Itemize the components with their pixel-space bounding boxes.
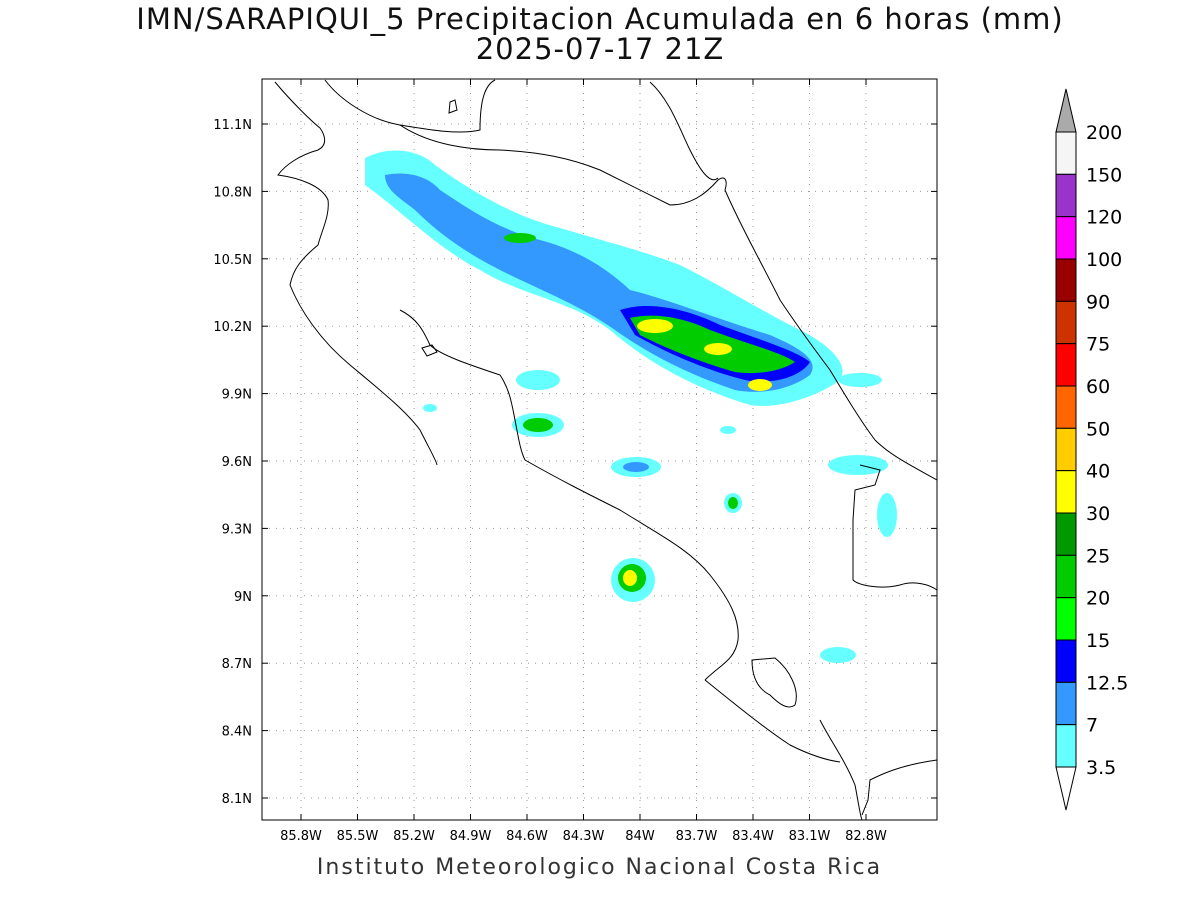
colorbar-under-arrow — [1055, 766, 1077, 811]
precip-cell-12 — [877, 493, 897, 537]
burica-peninsula — [819, 719, 863, 821]
colorbar-label: 150 — [1086, 164, 1122, 186]
precip-cell-4 — [504, 233, 536, 243]
colorbar-box — [1055, 385, 1077, 429]
lat-tick-label: 9.3N — [222, 522, 252, 537]
colorbar-box — [1055, 639, 1077, 683]
precip-cell-8-max — [623, 570, 637, 586]
colorbar-box — [1055, 681, 1077, 726]
lat-tick-label: 9N — [234, 590, 252, 605]
lon-tick-label: 83.4W — [732, 829, 774, 844]
colorbar-box — [1055, 470, 1077, 514]
colorbar-box — [1055, 554, 1077, 599]
colorbar-label: 12.5 — [1086, 672, 1128, 694]
lat-tick-label: 11.1N — [213, 118, 252, 133]
precip-cell-9-core — [728, 497, 738, 509]
precip-cell-6 — [516, 370, 560, 390]
colorbar-label: 200 — [1086, 122, 1122, 144]
colorbar-box — [1055, 512, 1077, 556]
lat-tick-label: 9.6N — [222, 455, 252, 470]
precip-cell-15 — [720, 426, 736, 434]
map-background — [262, 79, 937, 820]
panama-coast-south — [861, 759, 938, 816]
colorbar-box — [1055, 427, 1077, 472]
lon-tick-label: 84.9W — [450, 829, 492, 844]
colorbar-box — [1055, 258, 1077, 302]
pacific-coast-central — [399, 309, 739, 681]
axis-ticks — [262, 79, 937, 820]
precip-cell-10 — [828, 455, 888, 475]
precip-max-cell-2 — [704, 343, 732, 355]
latitude-tick-labels: 11.1N 10.8N 10.5N 10.2N 9.9N 9.6N 9.3N 9N 8.7N 8.… — [213, 118, 252, 807]
colorbar-label: 100 — [1086, 249, 1122, 271]
pacific-coast-south — [704, 679, 841, 763]
lat-tick-label: 10.2N — [213, 320, 252, 335]
lon-tick-label: 84W — [625, 829, 655, 844]
colorbar-box — [1055, 343, 1077, 387]
lat-tick-label: 10.5N — [213, 253, 252, 268]
colorbar-box — [1055, 724, 1077, 768]
lon-tick-label: 82.8W — [845, 829, 887, 844]
precip-cell-14 — [423, 404, 437, 412]
map-panel: 85.8W 85.5W 85.2W 84.9W 84.6W 84.3W 84W 83.7W 83… — [213, 78, 938, 844]
colorbar-label: 90 — [1086, 291, 1110, 313]
colorbar-label: 120 — [1086, 207, 1122, 229]
lon-tick-label: 83.7W — [676, 829, 718, 844]
colorbar-label: 75 — [1086, 334, 1110, 356]
pacific-coast-north — [274, 81, 438, 466]
longitude-tick-labels: 85.8W 85.5W 85.2W 84.9W 84.6W 84.3W 84W 83.7W 83… — [280, 829, 887, 844]
caribbean-coast-north — [649, 81, 719, 181]
precip-max-cell-3 — [748, 379, 772, 391]
map-subtitle-datetime: 2025-07-17 21Z — [475, 32, 725, 66]
colorbar-label: 60 — [1086, 376, 1110, 398]
colorbar-label: 50 — [1086, 418, 1110, 440]
colorbar-label: 7 — [1086, 715, 1098, 737]
map-frame — [261, 78, 938, 821]
colorbar-label: 20 — [1086, 588, 1110, 610]
lat-tick-label: 8.7N — [222, 657, 252, 672]
coastlines — [274, 79, 938, 821]
colorbar-box — [1055, 131, 1077, 175]
nicaragua-border — [399, 124, 727, 206]
osa-peninsula — [751, 657, 797, 708]
colorbar-label: 25 — [1086, 545, 1110, 567]
precip-cell-7-core — [623, 462, 649, 472]
lon-tick-label: 84.3W — [563, 829, 605, 844]
gulf-island — [421, 344, 438, 357]
lon-tick-label: 85.2W — [393, 829, 435, 844]
lat-tick-label: 10.8N — [213, 185, 252, 200]
nicaragua-border-north — [324, 79, 496, 133]
colorbar-boxes — [1055, 131, 1077, 768]
lon-tick-label: 83.1W — [789, 829, 831, 844]
lat-tick-label: 9.9N — [222, 388, 252, 403]
footer-credit: Instituto Meteorologico Nacional Costa R… — [316, 855, 883, 880]
lat-tick-label: 8.1N — [222, 792, 252, 807]
colorbar-label: 30 — [1086, 503, 1110, 525]
colorbar-box — [1055, 173, 1077, 218]
precip-max-cell-1 — [637, 319, 673, 333]
colorbar-box — [1055, 300, 1077, 345]
panama-border — [852, 464, 938, 591]
colorbar-labels: 200 150 120 100 90 75 60 50 40 30 25 20 15 12.5 7 3.5 — [1086, 122, 1128, 779]
lon-tick-label: 85.5W — [337, 829, 379, 844]
colorbar-label: 3.5 — [1086, 757, 1116, 779]
precip-cell-11 — [838, 373, 882, 387]
precip-cell-13 — [820, 647, 856, 663]
lon-tick-label: 84.6W — [506, 829, 548, 844]
precip-cell-5-core — [523, 418, 553, 432]
colorbar-label: 15 — [1086, 630, 1110, 652]
precipitation-field — [365, 150, 897, 663]
colorbar: 200 150 120 100 90 75 60 50 40 30 25 20 15 12.5 7 3.5 — [1055, 88, 1128, 811]
lon-tick-label: 85.8W — [280, 829, 322, 844]
colorbar-box — [1055, 216, 1077, 260]
lake-island — [448, 99, 458, 114]
map-title: IMN/SARAPIQUI_5 Precipitacion Acumulada … — [136, 2, 1064, 36]
colorbar-over-arrow — [1055, 88, 1077, 133]
colorbar-label: 40 — [1086, 461, 1110, 483]
lat-tick-label: 8.4N — [222, 725, 252, 740]
colorbar-box — [1055, 597, 1077, 641]
caribbean-coast — [724, 189, 938, 481]
